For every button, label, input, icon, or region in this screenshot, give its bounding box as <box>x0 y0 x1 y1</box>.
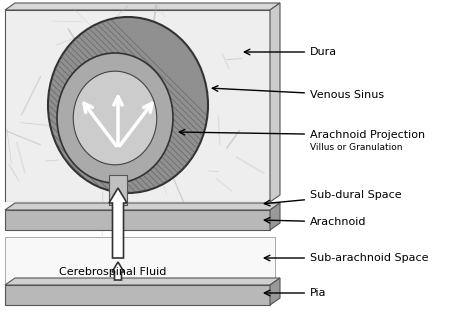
Polygon shape <box>270 203 280 230</box>
Polygon shape <box>270 278 280 305</box>
Ellipse shape <box>48 17 208 193</box>
Polygon shape <box>5 10 270 202</box>
Polygon shape <box>5 202 275 210</box>
Text: Dura: Dura <box>244 47 337 57</box>
Polygon shape <box>109 175 127 205</box>
Polygon shape <box>5 210 270 230</box>
Ellipse shape <box>73 71 157 165</box>
Text: Cerebrospinal Fluid: Cerebrospinal Fluid <box>59 267 167 277</box>
Polygon shape <box>109 188 127 258</box>
Polygon shape <box>5 3 280 10</box>
Polygon shape <box>5 203 280 210</box>
Polygon shape <box>270 3 280 202</box>
Text: Villus or Granulation: Villus or Granulation <box>310 142 402 151</box>
Polygon shape <box>5 285 270 305</box>
Text: Venous Sinus: Venous Sinus <box>212 86 384 100</box>
Text: Arachnoid Projection: Arachnoid Projection <box>179 129 425 140</box>
Polygon shape <box>112 262 124 280</box>
Text: Pia: Pia <box>264 288 327 298</box>
Text: Arachnoid: Arachnoid <box>264 217 366 227</box>
Text: Sub-arachnoid Space: Sub-arachnoid Space <box>264 253 428 263</box>
Polygon shape <box>5 237 275 285</box>
Text: Sub-dural Space: Sub-dural Space <box>264 190 401 206</box>
Polygon shape <box>5 278 280 285</box>
Ellipse shape <box>57 53 173 183</box>
